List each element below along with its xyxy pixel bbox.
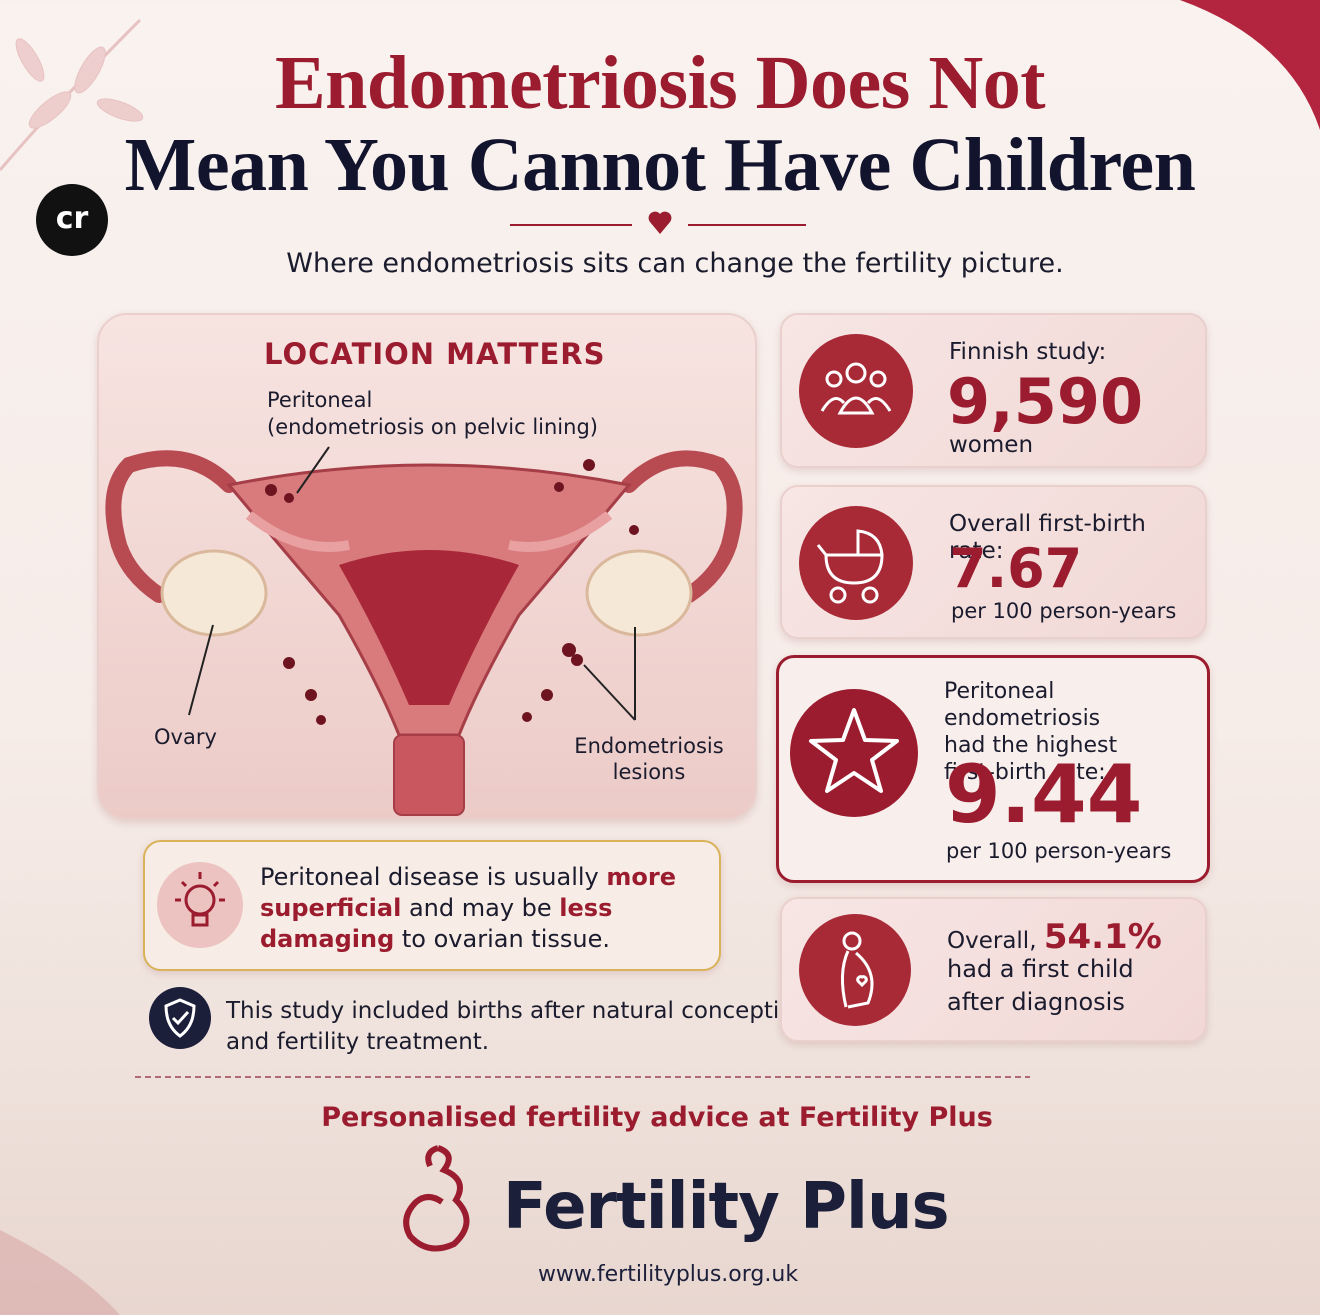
stat-unit: had a first child after diagnosis <box>947 953 1134 1019</box>
tip-part: Peritoneal disease is usually <box>260 863 607 891</box>
stat-label: Peritoneal endometriosis had the highest… <box>944 678 1207 786</box>
note: This study included births after natural… <box>226 996 808 1058</box>
ovaries <box>160 549 693 637</box>
label: (endometriosis on pelvic lining) <box>267 415 598 439</box>
people-icon <box>799 334 913 448</box>
bulb-icon <box>157 862 243 948</box>
tip-text: Peritoneal disease is usually more super… <box>260 862 710 955</box>
star-icon <box>790 689 918 817</box>
label-line: had the highest <box>944 733 1118 758</box>
note-line: and fertility treatment. <box>226 1029 490 1055</box>
lesions <box>265 459 639 725</box>
label: Ovary <box>154 725 217 749</box>
label-line: lesions <box>612 760 686 784</box>
unit-line: had a first child <box>947 955 1134 983</box>
stat-unit: women <box>949 432 1034 458</box>
stat-unit: per 100 person-years <box>946 839 1172 863</box>
location-panel: LOCATION MATTERS Peritoneal (endometrios… <box>97 313 757 820</box>
tip-part: to ovarian tissue. <box>394 925 610 953</box>
title-line: Endometriosis Does Not <box>274 41 1046 125</box>
logo-mark <box>403 1145 470 1252</box>
badge: cr <box>36 184 108 256</box>
uterus <box>105 450 743 816</box>
panel-title: LOCATION MATTERS <box>264 337 606 371</box>
label-line: first-birth rate: <box>944 760 1106 785</box>
leaf-branch <box>0 18 144 171</box>
uterus-illustration <box>105 446 743 816</box>
tip-emphasis: more superficial <box>260 863 676 922</box>
note-line: This study included births after natural… <box>226 998 808 1024</box>
title-line: Mean You Cannot Have Children <box>124 123 1196 207</box>
label-line: Endometriosis <box>574 734 724 758</box>
url: www.fertilityplus.org.uk <box>537 1262 799 1287</box>
stat-line: Overall, 54.1% <box>947 919 1162 959</box>
pregnancy-icon <box>799 914 911 1026</box>
tip-part: and may be <box>401 894 560 922</box>
stat-value: 7.67 <box>949 537 1083 600</box>
stat-label: Overall, <box>947 928 1037 954</box>
label: Peritoneal <box>267 388 373 412</box>
tip-emphasis: less damaging <box>260 894 613 953</box>
subtitle: Where endometriosis sits can change the … <box>286 248 1064 279</box>
pram-icon <box>799 506 913 620</box>
stat-card: Overall, 54.1% had a first child after d… <box>780 897 1207 1042</box>
stat-card-highlight: Peritoneal endometriosis had the highest… <box>776 655 1210 883</box>
stat-card: Finnish study: 9,590 women <box>780 313 1207 468</box>
stat-card: Overall first-birth rate: 7.67 per 100 p… <box>780 485 1207 639</box>
shield-icon <box>149 987 211 1049</box>
heart <box>648 211 672 234</box>
corner-shade <box>0 1230 120 1315</box>
tip-box: Peritoneal disease is usually more super… <box>143 840 721 971</box>
stat-label: Finnish study: <box>949 339 1107 365</box>
stat-label: Overall first-birth rate: <box>949 511 1146 564</box>
stat-unit: per 100 person-years <box>951 599 1177 623</box>
corner-ribbon <box>1180 0 1320 130</box>
unit-line: after diagnosis <box>947 988 1125 1016</box>
stat-value: 9.44 <box>945 748 1143 841</box>
brand: Fertility Plus <box>503 1170 950 1244</box>
pointers <box>188 446 636 721</box>
label-line: Peritoneal endometriosis <box>944 679 1101 731</box>
stat-value: 9,590 <box>947 365 1144 438</box>
stat-value: 54.1% <box>1043 917 1162 957</box>
label: Endometriosis lesions <box>569 733 729 785</box>
tagline: Personalised fertility advice at Fertili… <box>321 1102 993 1133</box>
